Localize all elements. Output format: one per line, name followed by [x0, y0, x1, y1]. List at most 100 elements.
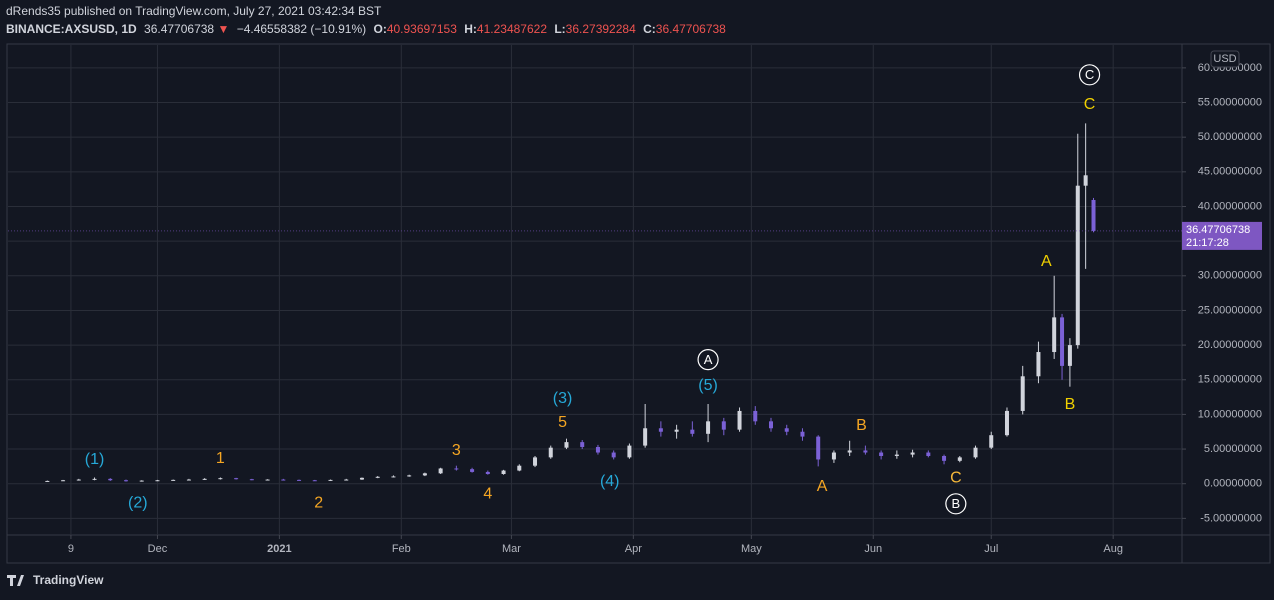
candle-body — [1067, 345, 1072, 366]
wave-label: C — [950, 470, 962, 487]
y-tick-label: 10.00000000 — [1198, 408, 1262, 420]
wave-text: B — [856, 417, 867, 434]
wave-text: 3 — [452, 442, 461, 459]
currency-box[interactable] — [1210, 50, 1240, 68]
candle-body — [989, 435, 994, 448]
candle-body — [470, 469, 475, 472]
candle-body — [281, 479, 286, 481]
wave-text: (4) — [600, 473, 620, 490]
candle-body — [1036, 352, 1041, 377]
wave-label: 5 — [558, 414, 567, 431]
wave-text: C — [1084, 96, 1096, 113]
y-tick-label: 45.00000000 — [1198, 166, 1262, 178]
candles — [8, 123, 1182, 482]
candle-body — [611, 452, 616, 458]
wave-text: 2 — [314, 495, 323, 512]
candle-body — [784, 428, 789, 432]
candle-body — [627, 445, 632, 458]
o-value: 40.93697153 — [387, 22, 457, 36]
axes: -5.00000000 0.00000000 5.00000000 10.000000… — [68, 62, 1262, 555]
x-tick-label: Dec — [148, 543, 168, 555]
y-tick-label: 5.00000000 — [1204, 443, 1262, 455]
candle-body — [391, 476, 396, 478]
candle-body — [517, 465, 522, 471]
candle-body — [45, 480, 50, 482]
wave-label: C — [1084, 96, 1096, 113]
candle-body — [706, 421, 711, 434]
candle-body — [454, 468, 459, 470]
candle-body — [171, 479, 176, 481]
x-tick-label: Mar — [502, 543, 521, 555]
wave-label: 4 — [483, 486, 492, 503]
candle-body — [61, 480, 66, 482]
h-label: H: — [464, 22, 477, 36]
x-tick-label: Aug — [1103, 543, 1123, 555]
wave-circle — [697, 349, 719, 371]
y-tick-label: 30.00000000 — [1198, 270, 1262, 282]
candle-body — [344, 479, 349, 481]
brand-logo — [7, 575, 24, 586]
wave-text: (1) — [85, 451, 105, 468]
change: −4.46558382 (−10.91%) — [237, 22, 366, 36]
candle-body — [202, 478, 207, 480]
candle-body — [1075, 185, 1080, 346]
wave-text: C — [950, 470, 962, 487]
last-price-label: 36.47706738 — [1186, 224, 1250, 236]
l-label: L: — [554, 22, 565, 36]
candle-body — [92, 478, 97, 480]
wave-label: A — [1041, 253, 1052, 270]
wave-label: 2 — [314, 495, 323, 512]
candle-body — [942, 455, 947, 461]
wave-label: A — [697, 349, 719, 371]
candle-body — [957, 457, 962, 461]
wave-text: B — [1065, 396, 1076, 413]
candle-body — [297, 479, 302, 481]
candle-body — [879, 452, 884, 456]
candle-body — [721, 421, 726, 430]
candle-body — [501, 470, 506, 475]
candle-body — [595, 446, 600, 453]
candle-body — [847, 450, 852, 453]
wave-text: A — [1041, 253, 1052, 270]
candle-body — [1052, 317, 1057, 353]
wave-label: 3 — [452, 442, 461, 459]
wave-label: B — [945, 493, 967, 515]
candle-body — [894, 454, 899, 456]
symbol: BINANCE:AXSUSD, 1D — [6, 22, 137, 36]
candle-body — [753, 410, 758, 422]
candle-body — [438, 468, 443, 474]
wave-circle — [1078, 64, 1101, 86]
candle-body — [973, 447, 978, 458]
candle-body — [548, 447, 553, 458]
arrow: ▼ — [217, 22, 229, 36]
candle-body — [690, 429, 695, 434]
wave-label: (5) — [698, 377, 718, 394]
candle-body — [769, 421, 774, 429]
wave-label: B — [856, 417, 867, 434]
x-tick-label: Apr — [625, 543, 642, 555]
x-tick-label: Jun — [864, 543, 882, 555]
candle-body — [816, 436, 821, 460]
last-price-badge — [1182, 221, 1262, 250]
wave-text: C — [1085, 67, 1094, 82]
wave-label: (3) — [553, 390, 573, 407]
candle-body — [265, 479, 270, 481]
wave-label: (2) — [128, 495, 148, 512]
currency[interactable]: USD — [1213, 53, 1236, 65]
candle-body — [155, 480, 160, 482]
wave-text: A — [817, 478, 828, 495]
candle-body — [1060, 317, 1065, 366]
countdown: 21:17:28 — [1186, 237, 1229, 249]
candle-body — [1083, 175, 1088, 186]
candle-body — [643, 428, 648, 446]
candle-body — [76, 479, 81, 481]
x-tick-label: Feb — [392, 543, 411, 555]
wave-label: 1 — [216, 450, 225, 467]
candle-body — [863, 450, 868, 453]
candle-body — [249, 479, 254, 481]
wave-text: B — [952, 496, 961, 511]
ohlc-line: BINANCE:AXSUSD, 1D 36.47706738 ▼ −4.4655… — [6, 22, 726, 36]
last: 36.47706738 — [144, 22, 214, 36]
